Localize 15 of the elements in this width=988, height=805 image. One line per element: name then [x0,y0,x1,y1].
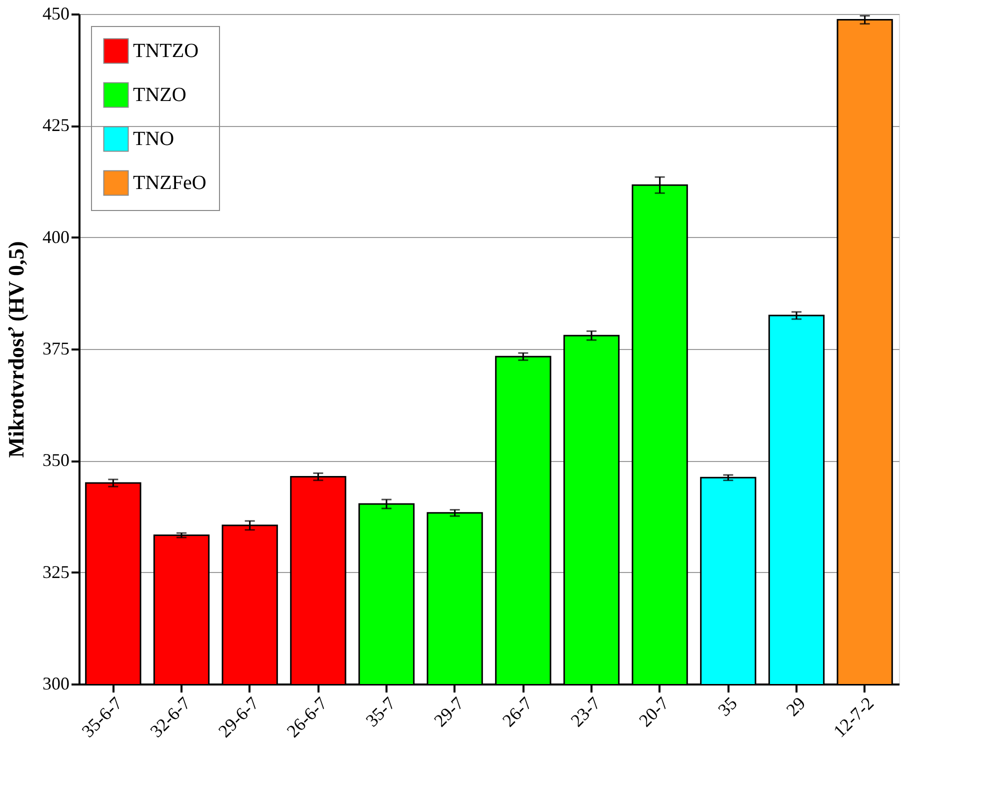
y-tick-label: 450 [42,4,70,24]
y-tick-label: 300 [42,674,70,694]
x-tick-label: 35-7 [362,693,400,731]
x-tick-label: 35 [714,693,741,720]
y-axis-title: Mikrotvrdosť (HV 0,5) [4,241,28,458]
legend-label: TNTZO [133,40,199,62]
legend-label: TNO [133,128,174,150]
y-tick-label: 425 [42,115,70,136]
x-tick-label: 29 [782,693,810,720]
y-tick-label: 400 [42,226,70,247]
y-tick-label: 325 [42,562,70,582]
y-tick-label: 350 [42,450,70,470]
legend-label: TNZFeO [133,172,206,194]
y-tick-label: 375 [42,338,70,358]
legend-label: TNZO [133,84,186,106]
